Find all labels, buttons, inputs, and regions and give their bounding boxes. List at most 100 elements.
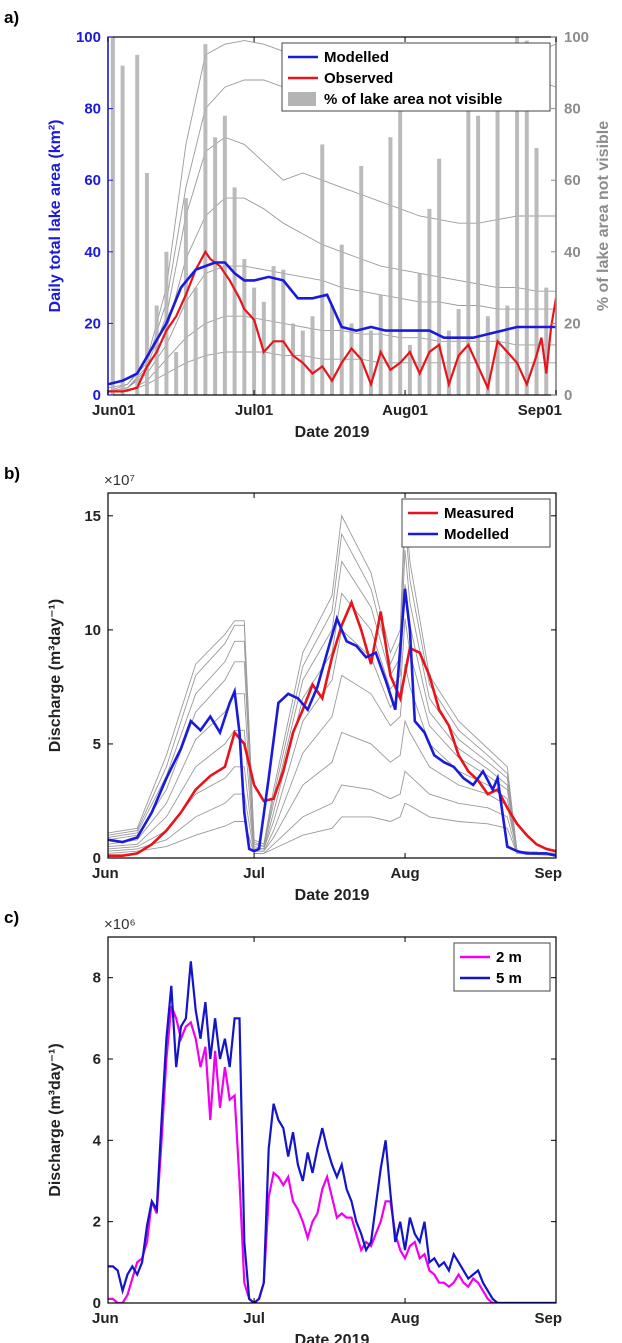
y-tick-label: 0 — [93, 850, 101, 867]
y-tick-label: 6 — [93, 1051, 101, 1068]
series-layer — [108, 502, 556, 858]
not-visible-bar — [330, 305, 334, 395]
x-tick-label: Aug — [390, 1310, 419, 1327]
x-tick-label: Aug01 — [382, 402, 428, 419]
not-visible-bar — [213, 137, 218, 395]
not-visible-bar — [120, 65, 125, 395]
not-visible-bar — [446, 330, 451, 395]
legend-entry: Modelled — [444, 526, 509, 543]
not-visible-bar — [320, 144, 325, 395]
modelled-line — [108, 588, 556, 857]
panel-label: b) — [4, 464, 20, 483]
y-tick-label: 60 — [84, 172, 101, 189]
axes-frame — [107, 492, 557, 859]
legend: 2 m5 m — [453, 942, 551, 992]
not-visible-bar — [524, 40, 529, 395]
not-visible-bar — [252, 287, 257, 395]
not-visible-bar — [407, 344, 412, 395]
panel-label: a) — [4, 8, 19, 27]
legend: Measured Modelled — [401, 498, 551, 548]
measured-line — [108, 598, 556, 858]
legend-box — [401, 498, 551, 548]
ensemble-line — [108, 802, 556, 857]
not-visible-bar — [388, 137, 393, 395]
x-axis-label: Date 2019 — [295, 887, 370, 904]
ensemble-line — [108, 664, 556, 854]
depth-5m-line — [108, 961, 556, 1303]
x-tick-label: Sep01 — [518, 402, 562, 419]
not-visible-bar — [417, 273, 422, 395]
y-tick-label: 8 — [93, 970, 101, 987]
y-tick-label: 80 — [84, 101, 101, 118]
x-tick-label: Jun — [92, 1310, 119, 1327]
legend-swatch — [288, 92, 316, 106]
x-tick-label: Jul — [243, 1310, 265, 1327]
axes-frame — [107, 936, 557, 1304]
not-visible-bar — [505, 305, 510, 395]
y-tick-label: 20 — [84, 315, 101, 332]
not-visible-bar — [242, 258, 247, 395]
ensemble-line — [108, 502, 556, 854]
not-visible-bar — [437, 158, 442, 395]
not-visible-bar — [135, 54, 140, 395]
not-visible-bar — [203, 44, 208, 395]
x-tick-label: Jun01 — [92, 402, 135, 419]
not-visible-bar — [193, 287, 198, 395]
not-visible-bar — [110, 37, 115, 395]
not-visible-bar — [544, 287, 549, 395]
x-tick-label: Jul01 — [235, 402, 273, 419]
not-visible-bar — [349, 323, 354, 395]
panel-b: b) Jun Jul Aug Sep Date 2019 0 5 10 15 Discharge (… — [4, 464, 562, 904]
x-tick-label: Sep — [534, 1310, 562, 1327]
y-right-tick-label: 80 — [564, 101, 581, 118]
not-visible-bar — [378, 294, 383, 395]
x-axis-label: Date 2019 — [295, 1332, 370, 1343]
not-visible-bar — [398, 108, 403, 395]
y-axis-label: Discharge (m³day⁻¹) — [47, 1043, 64, 1196]
legend-entry: Observed — [324, 70, 393, 87]
y-tick-label: 100 — [76, 29, 101, 46]
y-tick-label: 2 — [93, 1214, 101, 1231]
legend: Modelled Observed % of lake area not visib… — [281, 42, 551, 112]
y-tick-label: 0 — [93, 1295, 101, 1312]
panel-a: a) Jun01 Jul01 Aug01 Sep01 Date 2019 0 20 40 60 80… — [4, 8, 612, 441]
x-tick-label: Jul — [243, 865, 265, 882]
not-visible-bar — [174, 352, 179, 395]
legend-entry: 5 m — [496, 970, 522, 987]
y-tick-label: 10 — [84, 622, 101, 639]
y-tick-label: 0 — [93, 387, 101, 404]
legend-entry: 2 m — [496, 949, 522, 966]
legend-box — [453, 942, 551, 992]
ensemble-line — [108, 618, 556, 854]
not-visible-bar — [466, 94, 471, 395]
not-visible-bar — [271, 266, 276, 395]
ensemble-line — [108, 549, 556, 854]
ensemble-line — [108, 136, 556, 392]
x-tick-label: Jun — [92, 865, 119, 882]
y-axis-label: Daily total lake area (km²) — [47, 120, 64, 313]
legend-entry: Modelled — [324, 49, 389, 66]
modelled-line — [108, 261, 556, 386]
ensemble-line — [108, 520, 556, 854]
not-visible-bar — [515, 37, 520, 395]
not-visible-bar — [534, 147, 539, 395]
not-visible-bar — [310, 316, 315, 395]
not-visible-bar — [368, 330, 373, 395]
not-visible-bar — [427, 208, 432, 395]
x-axis-label: Date 2019 — [295, 424, 370, 441]
y-tick-label: 40 — [84, 244, 101, 261]
not-visible-bar — [359, 165, 364, 395]
y-multiplier: ×10⁷ — [104, 472, 135, 489]
depth-2m-line — [108, 1005, 556, 1303]
not-visible-bar — [281, 269, 286, 395]
y-tick-label: 5 — [93, 736, 101, 753]
not-visible-bar — [144, 173, 149, 395]
not-visible-bar — [339, 244, 344, 395]
x-tick-label: Aug — [390, 865, 419, 882]
y-right-tick-label: 40 — [564, 244, 581, 261]
legend-box — [281, 42, 551, 112]
series-layer — [108, 37, 556, 395]
y-right-axis-label: % of lake area not visible — [595, 121, 612, 311]
ensemble-line — [108, 265, 556, 392]
